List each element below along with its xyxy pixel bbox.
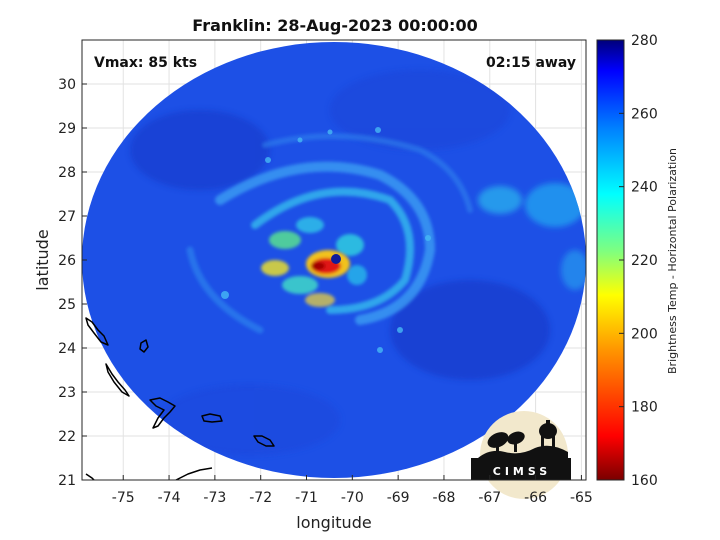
y-tick-label: 26 (58, 253, 76, 269)
island-outline (253, 435, 275, 447)
colorbar-tick-label: 160 (631, 473, 658, 489)
y-tick-label: 29 (58, 121, 76, 137)
y-axis-ticks: 30 29 28 27 26 25 24 23 22 21 (58, 77, 87, 489)
colorbar-tick-label: 260 (631, 106, 658, 122)
microwave-scan-swath (82, 42, 586, 478)
storm-eye (331, 254, 341, 264)
island-outline (139, 339, 149, 353)
x-tick-label: -67 (478, 490, 501, 506)
y-axis-label: latitude (33, 229, 52, 290)
y-tick-label: 27 (58, 209, 76, 225)
colorbar-tick-label: 220 (631, 253, 658, 269)
colorbar-tick-label: 280 (631, 33, 658, 49)
land-outlines (85, 317, 275, 480)
colorbar-tick-label: 180 (631, 400, 658, 416)
x-tick-label: -69 (387, 490, 410, 506)
x-tick-label: -66 (524, 490, 547, 506)
colorbar-ticks: 280 260 240 220 200 180 160 (619, 33, 658, 489)
colorbar-label: Brightness Temp - Horizontal Polarizatio… (666, 148, 679, 374)
figure-title: Franklin: 28-Aug-2023 00:00:00 (192, 16, 477, 35)
vmax-label: Vmax: 85 kts (94, 55, 197, 71)
x-tick-label: -65 (570, 490, 593, 506)
time-away-label: 02:15 away (486, 55, 576, 71)
island-outline (85, 317, 109, 346)
colorbar-tick-label: 200 (631, 326, 658, 342)
y-tick-label: 28 (58, 165, 76, 181)
island-outline (105, 363, 130, 397)
island-outline (201, 413, 223, 423)
y-tick-label: 23 (58, 385, 76, 401)
y-tick-label: 30 (58, 77, 76, 93)
cimss-logo: CIMSS (471, 411, 571, 499)
x-tick-label: -70 (341, 490, 364, 506)
x-axis-label: longitude (296, 513, 371, 532)
island-outline (85, 473, 96, 480)
x-tick-label: -75 (112, 490, 135, 506)
x-axis-ticks: -75 -74 -73 -72 -71 -70 -69 -68 -67 -66 -65 (112, 475, 593, 506)
logo-text: CIMSS (493, 465, 551, 478)
x-tick-label: -74 (158, 490, 181, 506)
x-tick-label: -68 (433, 490, 456, 506)
y-tick-label: 25 (58, 297, 76, 313)
y-tick-label: 24 (58, 341, 76, 357)
y-tick-label: 22 (58, 429, 76, 445)
x-tick-label: -71 (295, 490, 318, 506)
x-tick-label: -72 (249, 490, 272, 506)
y-tick-label: 21 (58, 473, 76, 489)
island-outline (175, 467, 213, 480)
x-tick-label: -73 (203, 490, 226, 506)
colorbar-tick-label: 240 (631, 180, 658, 196)
island-outline (149, 397, 176, 429)
